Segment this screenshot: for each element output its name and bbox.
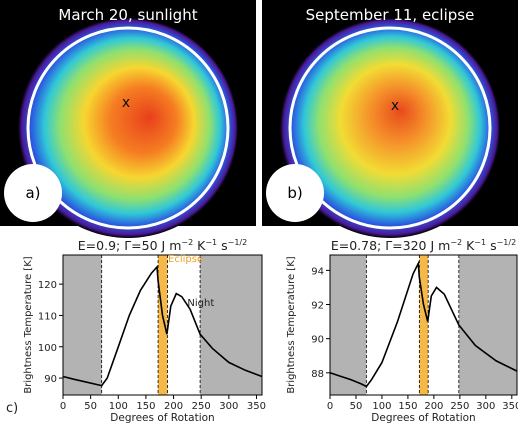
y-tick-label: 100 <box>38 343 57 354</box>
title-text: K <box>193 238 206 253</box>
data-line <box>329 260 518 388</box>
title-text: s <box>217 238 228 253</box>
night-span <box>458 255 517 395</box>
x-tick-label: 300 <box>219 401 238 412</box>
marker: x <box>122 95 130 111</box>
x-tick-label: 250 <box>192 401 211 412</box>
panel-label: a) <box>25 184 40 202</box>
eclipse-span <box>419 255 429 395</box>
annotation: Night <box>187 298 214 309</box>
title-text: s <box>486 238 497 253</box>
title-text: E=0.78; Γ=320 J m <box>331 238 451 253</box>
title-superscript: −1 <box>474 238 486 247</box>
title-text: E=0.9; Γ=50 J m <box>78 238 182 253</box>
x-tick-label: 300 <box>476 401 495 412</box>
x-tick-label: 50 <box>350 401 363 412</box>
panel-title: March 20, sunlight <box>58 6 197 24</box>
heatmap <box>18 18 238 238</box>
y-tick-label: 88 <box>311 369 324 380</box>
x-tick-label: 50 <box>84 401 97 412</box>
title-superscript: −2 <box>181 238 193 247</box>
heatmap <box>280 18 500 238</box>
x-tick-label: 350 <box>502 401 518 412</box>
y-axis-label: Brightness Temperature [K] <box>23 256 34 393</box>
label-badge <box>4 164 62 222</box>
plot-frame <box>62 254 263 396</box>
x-tick-label: 150 <box>136 401 155 412</box>
title-superscript: −1/2 <box>228 238 248 247</box>
y-tick-label: 94 <box>311 266 324 277</box>
title-text: K <box>462 238 475 253</box>
title-superscript: −1 <box>205 238 217 247</box>
x-tick-label: 100 <box>109 401 128 412</box>
x-axis-label: Degrees of Rotation <box>371 412 475 424</box>
x-tick-label: 200 <box>424 401 443 412</box>
label-badge <box>266 164 324 222</box>
title-superscript: −1/2 <box>497 238 517 247</box>
x-tick-label: 150 <box>398 401 417 412</box>
chart-title: E=0.78; Γ=320 J m−2 K−1 s−1/2 <box>331 238 516 253</box>
y-tick-label: 90 <box>311 335 324 346</box>
chart-title: E=0.9; Γ=50 J m−2 K−1 s−1/2 <box>78 238 247 253</box>
data-line <box>62 264 263 387</box>
night-span <box>200 255 262 395</box>
x-tick-label: 350 <box>247 401 266 412</box>
plot-frame <box>329 254 518 396</box>
y-axis-label: Brightness Temperature [K] <box>286 256 297 393</box>
title-superscript: −2 <box>450 238 462 247</box>
y-tick-label: 92 <box>311 301 324 312</box>
x-tick-label: 0 <box>60 401 66 412</box>
marker: x <box>391 98 399 114</box>
night-span <box>63 255 102 395</box>
disc-outline <box>26 26 230 230</box>
x-tick-label: 250 <box>450 401 469 412</box>
x-tick-label: 0 <box>327 401 333 412</box>
y-tick-label: 90 <box>44 374 57 385</box>
annotation: Eclipse <box>168 254 203 265</box>
x-tick-label: 200 <box>164 401 183 412</box>
x-axis-label: Degrees of Rotation <box>110 412 214 424</box>
y-tick-label: 110 <box>38 311 57 322</box>
eclipse-span <box>158 255 168 395</box>
panel-label: b) <box>287 184 302 202</box>
disc-outline <box>288 26 492 230</box>
y-tick-label: 120 <box>38 280 57 291</box>
panel-title: September 11, eclipse <box>306 6 475 24</box>
x-tick-label: 100 <box>372 401 391 412</box>
figure-label: c) <box>6 401 18 416</box>
night-span <box>330 255 367 395</box>
